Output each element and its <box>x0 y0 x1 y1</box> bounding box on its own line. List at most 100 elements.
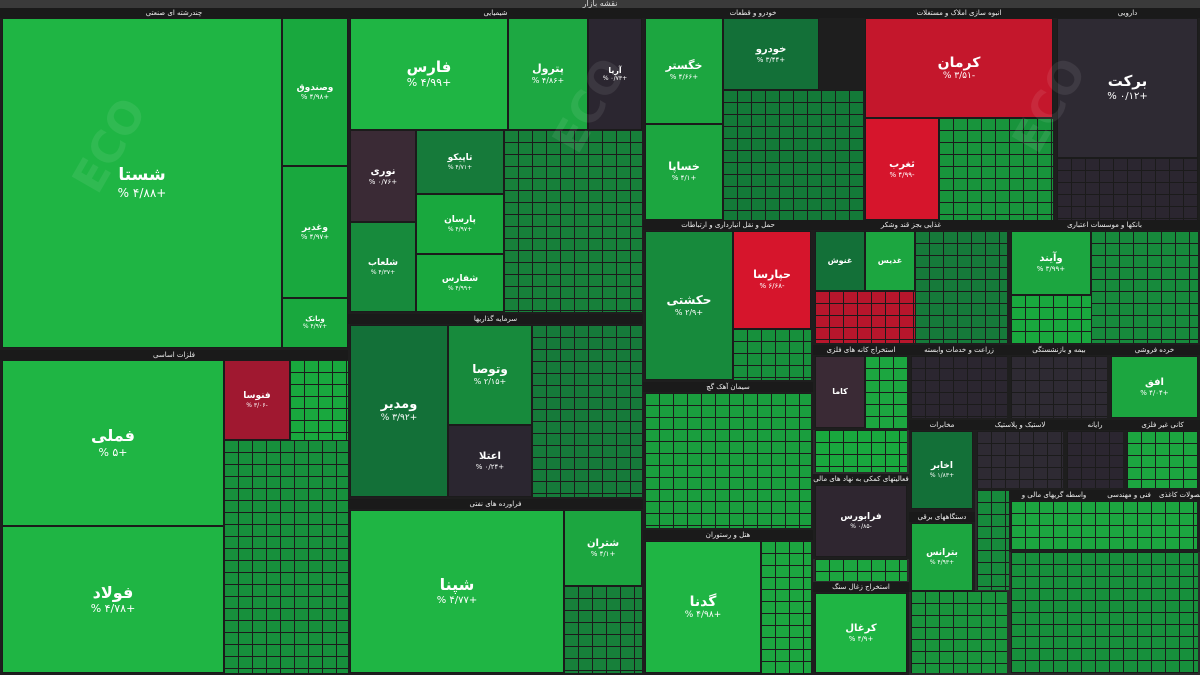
stock-tile-ghadis[interactable]: غدیس <box>865 231 915 291</box>
stock-name: غدیس <box>877 256 903 266</box>
stock-change: % ۰/۷۳+ <box>602 75 628 82</box>
stock-name: پارسان <box>444 215 476 226</box>
stock-change: % ۴/۹۷+ <box>302 323 328 331</box>
stock-change: % ۴/۹۹+ <box>406 76 452 90</box>
stock-tile-khgostar[interactable]: خگستر% ۴/۶۶+ <box>645 18 723 124</box>
stock-name: شستا <box>118 165 166 186</box>
sector-title: فعالیتهای کمکی به نهاد های مالی <box>813 474 909 484</box>
stock-tile-vbank[interactable]: وبانک% ۴/۹۷+ <box>282 298 348 348</box>
small-stock-tiles <box>815 430 907 472</box>
small-stock-tiles <box>1091 231 1198 343</box>
stock-name: ثغرب <box>889 159 915 171</box>
stock-change: % ۳/۵۱- <box>942 70 976 81</box>
stock-tile-gadna[interactable]: گدنا% ۴/۹۸+ <box>645 541 761 673</box>
sector-title: زراعت و خدمات وابسته <box>909 345 1009 355</box>
stock-tile-shasta[interactable]: شستا% ۴/۸۸+ <box>2 18 282 348</box>
sector-title: استخراج زغال سنگ <box>813 582 909 592</box>
stock-change: % ۶/۶۸- <box>759 282 785 291</box>
small-stock-tiles <box>564 586 642 673</box>
stock-tile-barekat[interactable]: برکت% ۰/۱۲+ <box>1057 18 1198 158</box>
stock-change: % ۰/۱۲+ <box>1107 90 1148 102</box>
stock-tile-aria[interactable]: آریا% ۰/۷۳+ <box>588 18 642 130</box>
small-stock-tiles <box>224 440 348 673</box>
stock-tile-vsandoogh[interactable]: وصندوق% ۴/۹۸+ <box>282 18 348 166</box>
stock-change: % ۲/۹+ <box>674 307 704 317</box>
stock-tile-kerman[interactable]: کرمان% ۳/۵۱- <box>865 18 1053 118</box>
stock-tile-ghnoosh[interactable]: غنوش <box>815 231 865 291</box>
small-stock-tiles <box>1011 356 1107 418</box>
stock-name: شتران <box>586 538 620 550</box>
stock-tile-vtoosa[interactable]: وتوصا% ۲/۱۵+ <box>448 325 532 425</box>
stock-name: فنوسا <box>243 391 271 402</box>
stock-change: % ۴/۰۴+ <box>1140 388 1169 397</box>
stock-tile-sgharb[interactable]: ثغرب% ۴/۹۹- <box>865 118 939 220</box>
stock-tile-khodro[interactable]: خودرو% ۳/۴۴+ <box>723 18 819 90</box>
stock-tile-shetran[interactable]: شتران% ۴/۱+ <box>564 510 642 586</box>
stock-name: تاپیکو <box>447 153 473 164</box>
stock-tile-vaayand[interactable]: وآیند% ۳/۹۹+ <box>1011 231 1091 295</box>
sector-title: دارویی <box>1055 8 1200 18</box>
stock-change: % ۴/۹۷+ <box>300 232 330 241</box>
stock-change: % ۰/۸۵- <box>850 522 872 530</box>
stock-change: % ۴/۹+ <box>848 634 874 643</box>
stock-tile-shfars[interactable]: شفارس% ۴/۹۹+ <box>416 254 504 312</box>
stock-name: بترانس <box>926 548 958 559</box>
stock-change: % ۴/۱+ <box>671 174 697 183</box>
stock-name: خودرو <box>755 44 787 56</box>
stock-tile-fars[interactable]: فارس% ۴/۹۹+ <box>350 18 508 130</box>
stock-name: کاما <box>832 387 848 397</box>
sector-title: رایانه <box>1065 420 1125 430</box>
stock-tile-batrans[interactable]: بترانس% ۴/۹۳+ <box>911 523 973 591</box>
stock-tile-fanoosa[interactable]: فنوسا% ۳/۰۶- <box>224 360 290 440</box>
stock-tile-etela[interactable]: اعتلا% ۰/۲۴+ <box>448 425 532 497</box>
stock-name: کرغال <box>845 623 877 635</box>
stock-tile-farabourse[interactable]: فرابورس% ۰/۸۵- <box>815 485 907 557</box>
stock-name: ومدیر <box>380 397 418 413</box>
small-stock-tiles <box>865 356 907 428</box>
stock-change: % ۴/۹۹- <box>889 170 915 179</box>
stock-tile-hparsa[interactable]: حپارسا% ۶/۶۸- <box>733 231 811 329</box>
stock-tile-akhaber[interactable]: اخابر% ۱/۸۳+ <box>911 431 973 509</box>
sector-title: استخراج کانه های فلزی <box>813 345 909 355</box>
stock-tile-vomadir[interactable]: ومدیر% ۳/۹۲+ <box>350 325 448 497</box>
sector-title: لاستیک و پلاستیک <box>975 420 1065 430</box>
small-stock-tiles <box>1127 431 1198 488</box>
stock-change: % ۳/۰۶- <box>246 401 268 409</box>
small-stock-tiles <box>504 130 642 312</box>
small-stock-tiles <box>645 393 811 528</box>
stock-change: % ۱/۸۳+ <box>929 471 955 479</box>
stock-tile-kerghal[interactable]: کرغال% ۴/۹+ <box>815 593 907 673</box>
stock-change: % ۴/۸۶+ <box>531 75 565 85</box>
stock-change: % ۴/۷۷+ <box>436 594 478 606</box>
stock-tile-tapiko[interactable]: تاپیکو% ۴/۷۱+ <box>416 130 504 194</box>
stock-tile-petrol[interactable]: پترول% ۴/۸۶+ <box>508 18 588 130</box>
stock-tile-shlaab[interactable]: شلعاب% ۴/۳۷+ <box>350 222 416 312</box>
stock-tile-fameli[interactable]: فملی% ۵+ <box>2 360 224 526</box>
sector-title: بیمه و بازنشستگی <box>1009 345 1109 355</box>
stock-tile-ofogh[interactable]: افق% ۴/۰۴+ <box>1111 356 1198 418</box>
stock-name: برکت <box>1107 72 1148 91</box>
stock-tile-hkeshti[interactable]: حکشتی% ۲/۹+ <box>645 231 733 380</box>
stock-change: % ۴/۹۸+ <box>684 609 722 620</box>
stock-tile-noori[interactable]: نوری% ۰/۷۶+ <box>350 130 416 222</box>
stock-change: % ۰/۲۴+ <box>475 462 505 471</box>
stock-tile-parsan[interactable]: پارسان% ۴/۹۷+ <box>416 194 504 254</box>
stock-change: % ۵+ <box>98 445 128 459</box>
sector-title: محصولات کاغذی <box>1159 490 1200 500</box>
stock-change: % ۴/۷۱+ <box>447 163 473 171</box>
stock-name: شلعاب <box>367 258 399 269</box>
stock-name: شفارس <box>441 274 479 285</box>
stock-tile-kama[interactable]: کاما <box>815 356 865 428</box>
stock-tile-foolad[interactable]: فولاد% ۴/۷۸+ <box>2 526 224 673</box>
stock-name: غنوش <box>827 256 853 266</box>
stock-change: % ۴/۷۸+ <box>90 602 136 616</box>
stock-name: وتوصا <box>472 362 508 377</box>
stock-tile-vghadir[interactable]: وغدیر% ۴/۹۷+ <box>282 166 348 298</box>
sector-title: فراورده های نفتی <box>348 499 643 509</box>
stock-name: کرمان <box>937 54 981 71</box>
stock-tile-khsapa[interactable]: خساپا% ۴/۱+ <box>645 124 723 220</box>
stock-change: % ۴/۹۸+ <box>300 92 330 101</box>
stock-name: حکشتی <box>666 292 712 307</box>
small-stock-tiles <box>911 591 1007 673</box>
stock-tile-shepna[interactable]: شپنا% ۴/۷۷+ <box>350 510 564 673</box>
